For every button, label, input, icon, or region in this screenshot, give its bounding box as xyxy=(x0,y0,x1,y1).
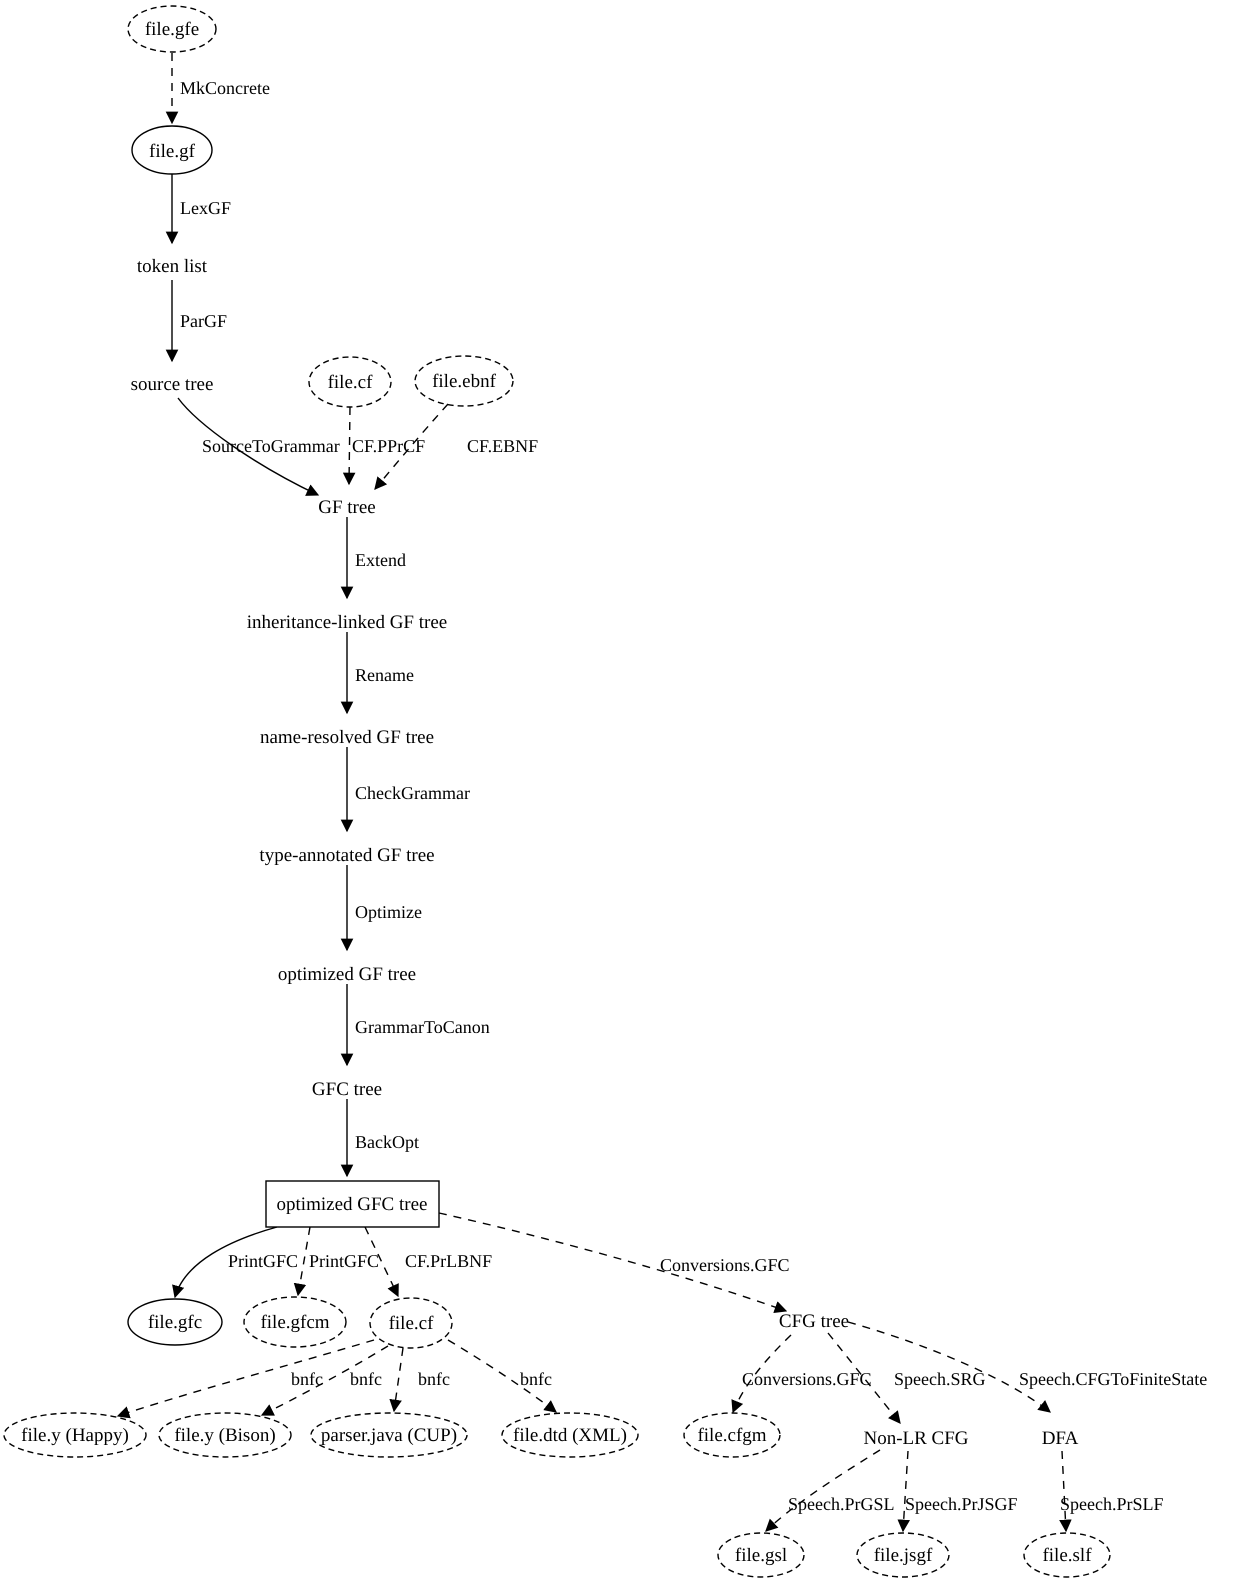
svg-text:Speech.PrSLF: Speech.PrSLF xyxy=(1060,1494,1164,1514)
svg-text:DFA: DFA xyxy=(1042,1428,1079,1449)
svg-text:file.gsl: file.gsl xyxy=(735,1545,787,1566)
svg-text:Speech.PrGSL: Speech.PrGSL xyxy=(788,1494,895,1514)
svg-text:PrintGFC: PrintGFC xyxy=(309,1251,379,1271)
svg-text:PrintGFC: PrintGFC xyxy=(228,1251,298,1271)
svg-text:Rename: Rename xyxy=(355,665,414,685)
svg-text:file.jsgf: file.jsgf xyxy=(874,1545,933,1566)
svg-text:inheritance-linked GF tree: inheritance-linked GF tree xyxy=(247,612,447,633)
svg-text:file.gfc: file.gfc xyxy=(148,1312,202,1333)
svg-text:parser.java (CUP): parser.java (CUP) xyxy=(321,1425,457,1446)
svg-text:file.y (Happy): file.y (Happy) xyxy=(21,1425,129,1446)
svg-text:MkConcrete: MkConcrete xyxy=(180,78,270,98)
svg-text:CF.PPrCF: CF.PPrCF xyxy=(352,436,425,456)
svg-text:GFC tree: GFC tree xyxy=(312,1079,382,1100)
svg-text:CheckGrammar: CheckGrammar xyxy=(355,783,470,803)
svg-text:Conversions.GFC: Conversions.GFC xyxy=(660,1255,790,1275)
svg-text:type-annotated GF tree: type-annotated GF tree xyxy=(259,845,434,866)
svg-text:bnfc: bnfc xyxy=(350,1369,382,1389)
svg-text:token list: token list xyxy=(137,256,208,277)
svg-text:CF.EBNF: CF.EBNF xyxy=(467,436,538,456)
svg-text:file.gfe: file.gfe xyxy=(145,19,199,40)
svg-text:bnfc: bnfc xyxy=(418,1369,450,1389)
svg-text:file.cfgm: file.cfgm xyxy=(697,1425,766,1446)
svg-text:file.dtd (XML): file.dtd (XML) xyxy=(513,1425,627,1446)
svg-text:optimized GF tree: optimized GF tree xyxy=(278,964,416,985)
svg-text:bnfc: bnfc xyxy=(520,1369,552,1389)
svg-text:Speech.SRG: Speech.SRG xyxy=(894,1369,986,1389)
svg-text:Extend: Extend xyxy=(355,550,406,570)
svg-text:GrammarToCanon: GrammarToCanon xyxy=(355,1017,490,1037)
svg-text:file.y (Bison): file.y (Bison) xyxy=(174,1425,275,1446)
svg-text:Non-LR CFG: Non-LR CFG xyxy=(863,1428,968,1449)
svg-text:BackOpt: BackOpt xyxy=(355,1132,419,1152)
svg-text:LexGF: LexGF xyxy=(180,198,231,218)
svg-text:file.slf: file.slf xyxy=(1042,1545,1092,1566)
svg-text:file.cf: file.cf xyxy=(389,1313,435,1334)
svg-text:Speech.CFGToFiniteState: Speech.CFGToFiniteState xyxy=(1019,1369,1207,1389)
svg-text:ParGF: ParGF xyxy=(180,311,227,331)
svg-text:file.gf: file.gf xyxy=(149,141,196,162)
svg-text:name-resolved GF tree: name-resolved GF tree xyxy=(260,727,434,748)
svg-text:source tree: source tree xyxy=(131,374,214,395)
svg-text:optimized GFC tree: optimized GFC tree xyxy=(277,1194,428,1215)
svg-text:file.ebnf: file.ebnf xyxy=(432,371,497,392)
svg-text:Speech.PrJSGF: Speech.PrJSGF xyxy=(905,1494,1018,1514)
svg-text:Optimize: Optimize xyxy=(355,902,422,922)
svg-text:CF.PrLBNF: CF.PrLBNF xyxy=(405,1251,492,1271)
svg-text:SourceToGrammar: SourceToGrammar xyxy=(202,436,340,456)
svg-text:CFG tree: CFG tree xyxy=(779,1311,849,1332)
svg-text:Conversions.GFC: Conversions.GFC xyxy=(742,1369,872,1389)
svg-text:file.cf: file.cf xyxy=(328,372,374,393)
svg-text:file.gfcm: file.gfcm xyxy=(260,1312,329,1333)
svg-text:GF tree: GF tree xyxy=(318,497,376,518)
